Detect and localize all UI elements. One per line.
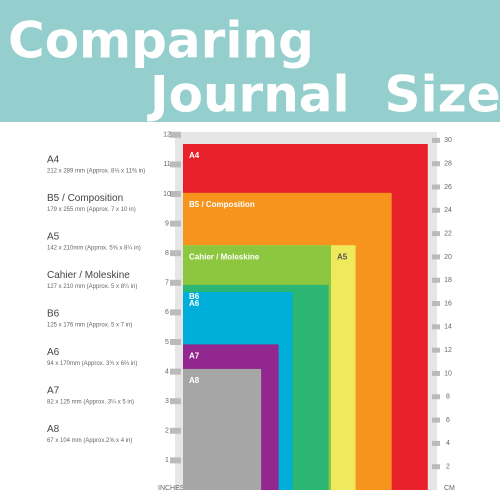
y-tick-label: 11	[163, 161, 170, 168]
y2-tick-label: 10	[444, 370, 452, 377]
list-description: 179 x 255 mm (Approx. 7 x 10 in)	[47, 207, 136, 213]
list-name: B6	[47, 309, 60, 320]
list-description: 82 x 125 mm (Approx. 3¼ x 5 in)	[47, 400, 134, 406]
y-tick-label: 10	[163, 191, 171, 198]
y-axis-label: INCHES	[158, 485, 185, 492]
list-name: A5	[47, 232, 60, 243]
y2-axis-label: CM	[444, 485, 455, 492]
y2-tick-label: 24	[444, 207, 452, 214]
rect-label: A7	[189, 351, 200, 360]
header-band	[0, 0, 500, 122]
size-rect	[183, 368, 262, 490]
list-name: Cahier / Moleskine	[47, 270, 130, 281]
list-name: A7	[47, 386, 60, 397]
y-tick-label: 7	[165, 280, 169, 287]
y-tick-label: 5	[165, 339, 169, 346]
rect-label: A4	[189, 151, 200, 160]
y-tick-label: 8	[165, 250, 169, 257]
title-line: Comparing	[8, 12, 314, 70]
y2-tick-label: 14	[444, 324, 452, 331]
y2-tick-label: 28	[444, 161, 452, 168]
rect-label: A5	[337, 252, 348, 261]
y2-tick-label: 12	[444, 347, 452, 354]
y2-tick-label: 4	[446, 440, 450, 447]
y2-tick-label: 18	[444, 277, 452, 284]
rect-label: Cahier / Moleskine	[189, 252, 260, 261]
list-description: 67 x 104 mm (Approx.2⅝ x 4 in)	[47, 438, 132, 444]
rect-label: B6	[189, 292, 200, 301]
y2-tick-label: 20	[444, 254, 452, 261]
title-line: Journal Sizes	[147, 66, 500, 124]
y2-tick-label: 2	[446, 464, 450, 471]
y2-tick-label: 30	[444, 137, 452, 144]
y-tick-label: 9	[165, 220, 169, 227]
list-name: B5 / Composition	[47, 193, 123, 204]
y2-tick-label: 26	[444, 184, 452, 191]
list-description: 212 x 289 mm (Approx. 8⅓ x 11⅜ in)	[47, 169, 145, 175]
y2-tick-label: 22	[444, 230, 452, 237]
rect-label: A6	[189, 299, 200, 308]
y2-tick-label: 6	[446, 417, 450, 424]
list-description: 142 x 210mm (Approx. 5⅝ x 8¼ in)	[47, 246, 141, 252]
rect-label: A8	[189, 376, 200, 385]
list-description: 125 x 176 mm (Approx. 5 x 7 in)	[47, 323, 132, 329]
y-tick-label: 6	[165, 309, 169, 316]
list-description: 127 x 210 mm (Approx. 5 x 8¼ in)	[47, 284, 137, 290]
y2-tick-label: 8	[446, 394, 450, 401]
rect-label: B5 / Composition	[189, 200, 255, 209]
y-tick-label: 3	[165, 398, 169, 405]
y-tick-label: 2	[165, 428, 169, 435]
y-tick-label: 1	[165, 457, 169, 464]
y-tick-label: 12	[163, 132, 171, 139]
list-name: A4	[47, 155, 60, 166]
list-description: 94 x 170mm (Approx. 3¾ x 6⅔ in)	[47, 361, 137, 367]
list-name: A8	[47, 424, 60, 435]
y-tick-label: 4	[165, 368, 169, 375]
list-name: A6	[47, 347, 60, 358]
y2-tick-label: 16	[444, 300, 452, 307]
